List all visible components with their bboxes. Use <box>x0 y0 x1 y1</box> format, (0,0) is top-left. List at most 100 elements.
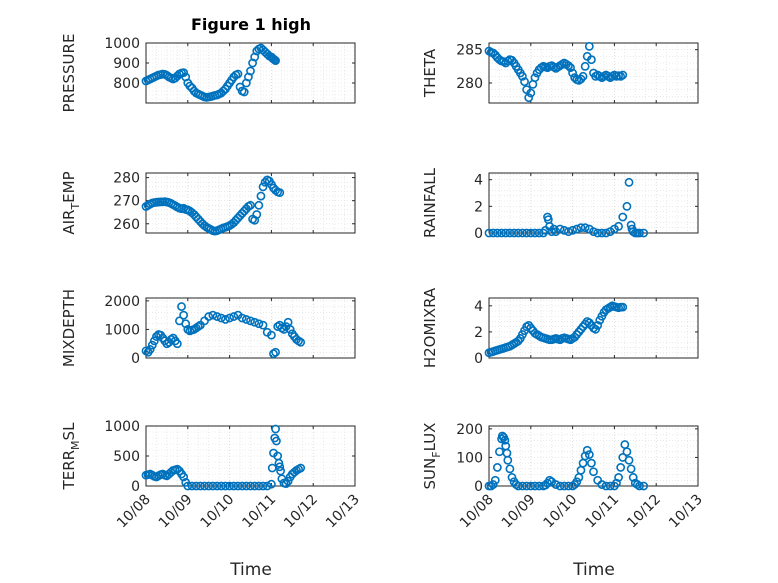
y-tick-label: 260 <box>113 217 140 233</box>
data-point <box>296 463 306 473</box>
data-point <box>275 462 285 472</box>
data-point <box>271 347 280 357</box>
data-point <box>582 445 592 455</box>
data-point <box>578 71 588 81</box>
data-point <box>490 475 500 485</box>
subplot-theta: 280 285 THETA <box>421 41 699 104</box>
y-axis-label: RAINFALL <box>421 167 439 238</box>
data-point <box>618 302 628 312</box>
data-point <box>262 481 272 491</box>
x-tick-label: 10/08 <box>114 492 154 532</box>
y-tick-label: 0 <box>131 479 140 495</box>
data-point <box>492 463 502 472</box>
data-point <box>526 88 536 98</box>
data-point <box>488 480 498 489</box>
data-point <box>624 455 634 465</box>
y-tick-label: 2 <box>474 325 483 341</box>
data-point <box>584 41 594 51</box>
data-point <box>179 310 189 320</box>
data-point <box>566 63 575 73</box>
data-point <box>258 320 268 330</box>
y-axis-label: THETA <box>421 48 439 98</box>
subplot-h2omixra: 0 2 4 H2OMIXRA <box>421 287 699 368</box>
x-axis-label-left: Time <box>229 560 272 580</box>
data-point <box>177 302 186 311</box>
data-point <box>524 93 534 103</box>
data-point <box>492 228 502 238</box>
data-point <box>513 228 523 238</box>
x-tick-label: 10/13 <box>666 492 706 532</box>
series-markers <box>484 301 628 358</box>
data-point <box>587 458 596 468</box>
axes-border <box>145 42 356 104</box>
data-point <box>185 81 195 91</box>
x-tick-label: 10/09 <box>499 492 539 532</box>
series-markers <box>484 177 649 238</box>
data-point <box>507 473 517 482</box>
data-point <box>275 188 285 198</box>
data-point <box>285 325 295 334</box>
data-point <box>274 458 284 468</box>
data-point <box>195 481 205 491</box>
axes-border <box>145 297 356 359</box>
data-point <box>212 312 222 321</box>
data-point <box>229 481 239 491</box>
data-point <box>518 481 527 491</box>
data-point <box>179 472 189 482</box>
y-tick-label: 285 <box>456 43 483 59</box>
y-tick-label: 0 <box>131 351 140 367</box>
data-point <box>522 228 532 238</box>
data-point <box>601 228 611 238</box>
data-point <box>216 313 226 323</box>
figure-title: Figure 1 high <box>191 15 311 34</box>
data-point <box>254 319 264 329</box>
data-point <box>497 228 506 238</box>
y-tick-label: 200 <box>456 422 483 438</box>
data-point <box>258 481 268 491</box>
data-point <box>601 481 611 491</box>
data-point <box>272 436 281 446</box>
data-point <box>509 228 519 238</box>
data-point <box>147 340 157 350</box>
data-point <box>500 435 510 445</box>
data-point <box>559 225 569 235</box>
data-point <box>258 182 268 192</box>
data-point <box>497 431 507 441</box>
data-point <box>241 481 251 491</box>
data-point <box>183 481 193 491</box>
y-tick-label: 800 <box>113 76 140 92</box>
y-axis-label: SUNFLUX <box>421 423 443 490</box>
data-point <box>246 316 255 326</box>
data-point <box>518 71 527 81</box>
data-point <box>589 227 598 237</box>
data-point <box>296 337 306 347</box>
data-point <box>281 479 291 488</box>
data-point <box>229 312 239 321</box>
series-markers <box>484 41 628 103</box>
data-point <box>254 481 264 491</box>
data-point <box>530 228 540 238</box>
data-point <box>559 481 569 491</box>
data-point <box>530 73 540 83</box>
data-point <box>618 70 628 80</box>
data-point <box>488 228 498 238</box>
data-point <box>271 424 280 434</box>
x-tick-label: 10/11 <box>582 492 622 532</box>
x-tick-label: 10/10 <box>541 492 581 532</box>
data-point <box>225 481 234 491</box>
axes-border <box>488 297 699 359</box>
data-point <box>266 330 276 340</box>
data-point <box>587 55 596 65</box>
data-point <box>624 177 634 187</box>
subplot-sun: 0 100 200 SUNFLUX 10/08 10/09 10/10 10/11 10/12 1… <box>421 422 706 532</box>
data-point <box>597 480 607 489</box>
data-point <box>572 224 582 234</box>
data-point <box>233 481 243 491</box>
data-point <box>208 481 218 491</box>
y-tick-label: 2000 <box>104 294 140 310</box>
data-point <box>530 481 540 491</box>
y-tick-label: 1000 <box>104 322 140 338</box>
data-point <box>639 481 649 491</box>
axes-border <box>488 42 699 104</box>
data-point <box>635 228 644 238</box>
